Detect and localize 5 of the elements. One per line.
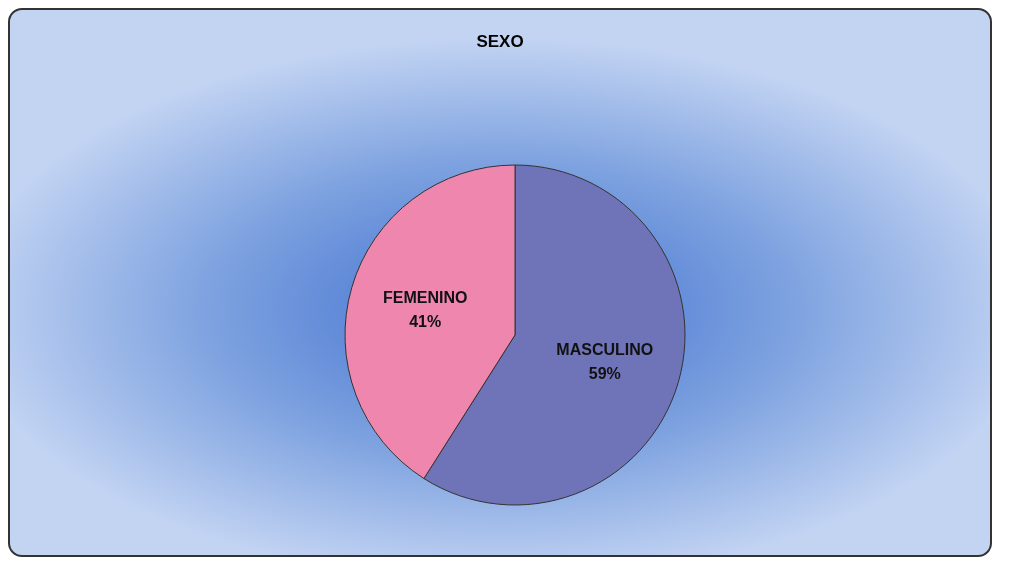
- slice-label: FEMENINO: [382, 288, 468, 306]
- slice-label: MASCULINO: [556, 341, 654, 359]
- data-label: 59%: [588, 365, 621, 383]
- chart-title: SEXO: [475, 32, 525, 52]
- data-label: 41%: [409, 312, 442, 330]
